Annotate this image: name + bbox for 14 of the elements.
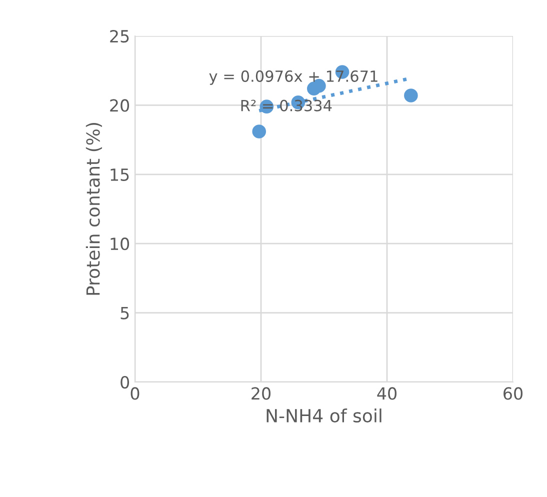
y-tick-label: 10 xyxy=(110,238,130,250)
y-axis-title: Protein contant (%) xyxy=(86,123,102,295)
y-tick-label: 5 xyxy=(120,306,129,320)
x-tick-label: 60 xyxy=(504,387,522,400)
y-tick-label: 0 xyxy=(120,376,130,389)
x-axis-title: N-NH4 of soil xyxy=(266,408,382,423)
point xyxy=(404,88,418,102)
y-tick-label: 20 xyxy=(110,99,130,112)
x-tick-label: 20 xyxy=(252,387,270,400)
y-tick-label: 25 xyxy=(110,30,129,43)
x-tick-label: 40 xyxy=(377,387,396,400)
x-tick-label: 0 xyxy=(130,387,140,400)
point xyxy=(252,124,266,138)
y-tick-label: 15 xyxy=(110,168,129,181)
